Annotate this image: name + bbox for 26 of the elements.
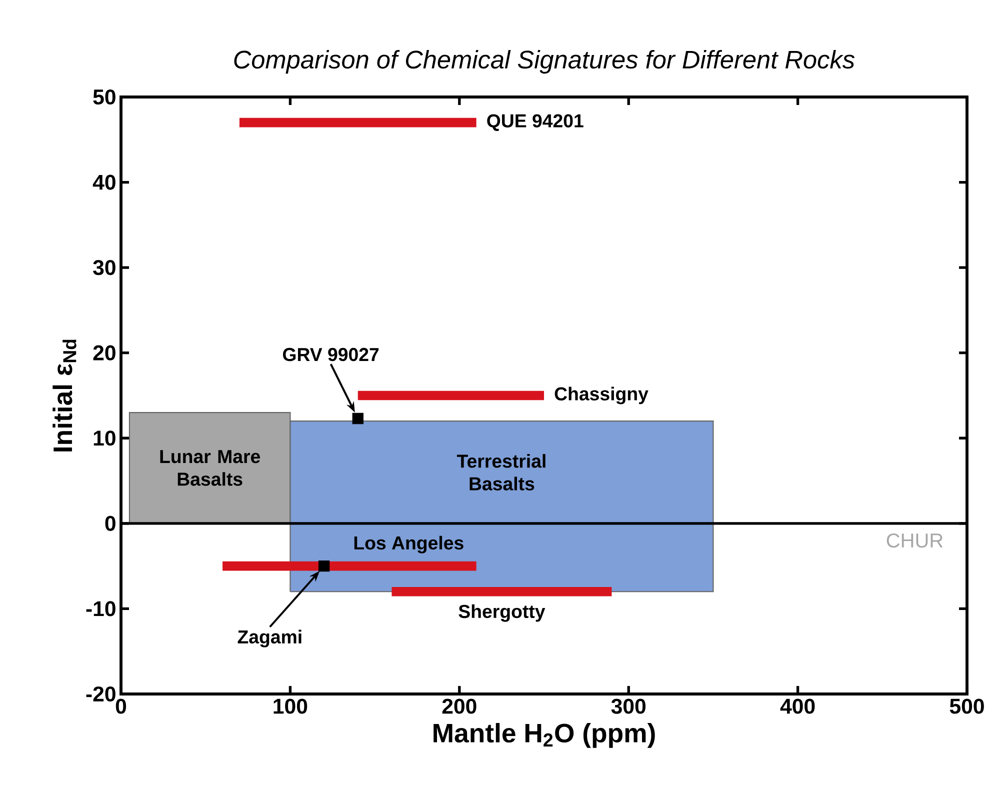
x-tick-label: 500	[950, 698, 984, 714]
x-tick-label: 200	[442, 698, 476, 714]
series-label: QUE 94201	[487, 114, 584, 131]
series-label: Chassigny	[554, 386, 648, 404]
x-tick-label: 100	[274, 698, 308, 714]
text: Zagami	[238, 630, 302, 648]
x-tick-label: 300	[611, 698, 646, 714]
x-tick-label: 0	[116, 698, 126, 714]
y-tick-label: 40	[92, 174, 116, 190]
series-label: Los Angeles	[354, 536, 464, 554]
y-axis-title: Initial ε$_{Nd}$	[52, 340, 76, 452]
y-tick-label: 50	[93, 89, 116, 105]
series-label: Terrestrial Basalts	[456, 454, 546, 490]
series-label: Lunar Mare Basalts	[160, 450, 260, 486]
chart-title: Comparison of Chemical Signatures for Different Rocks	[234, 50, 855, 74]
y-tick-label: 0	[105, 516, 116, 531]
y-tick-label: 10	[94, 430, 116, 446]
series-label: Shergotty	[458, 604, 546, 622]
y-tick-label: 20	[93, 345, 116, 360]
ref-line-label: CHUR	[886, 533, 943, 548]
x-axis-title: Mantle H$_{2}$O (ppm)	[434, 722, 655, 748]
y-tick-label: 30	[93, 260, 116, 276]
x-tick-label: 400	[780, 698, 815, 714]
text: GRV 99027	[282, 348, 379, 362]
y-tick-label: -10	[86, 601, 116, 616]
y-tick-label: -20	[86, 686, 116, 702]
